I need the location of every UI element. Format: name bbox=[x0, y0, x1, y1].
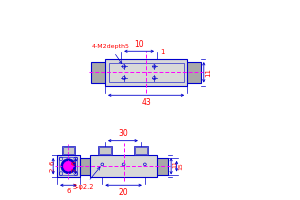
Text: 6: 6 bbox=[66, 188, 70, 194]
Bar bbox=[156, 158, 168, 175]
Text: 30: 30 bbox=[118, 129, 128, 138]
Bar bbox=[109, 63, 184, 82]
Bar bbox=[98, 146, 112, 155]
Bar bbox=[186, 62, 201, 83]
Text: 6: 6 bbox=[72, 161, 78, 165]
Text: 4-M2depth5: 4-M2depth5 bbox=[91, 44, 129, 64]
Text: 1: 1 bbox=[160, 49, 164, 55]
Text: 15: 15 bbox=[178, 162, 183, 170]
Bar bbox=[59, 157, 77, 175]
Bar bbox=[105, 59, 187, 86]
Text: 3-φ2.2: 3-φ2.2 bbox=[73, 167, 100, 190]
Circle shape bbox=[61, 159, 76, 174]
Text: 43: 43 bbox=[141, 98, 151, 107]
Circle shape bbox=[63, 161, 73, 171]
Bar bbox=[134, 146, 148, 155]
Bar bbox=[90, 155, 157, 177]
Text: 11: 11 bbox=[172, 160, 178, 168]
Bar bbox=[57, 155, 80, 177]
Bar bbox=[99, 147, 111, 154]
Text: 11: 11 bbox=[206, 68, 212, 77]
Text: 10: 10 bbox=[134, 40, 144, 49]
Text: 6: 6 bbox=[49, 161, 55, 165]
Text: 2: 2 bbox=[49, 167, 55, 172]
Bar bbox=[91, 62, 106, 83]
Bar bbox=[135, 147, 147, 154]
Bar bbox=[62, 146, 75, 155]
Bar bbox=[80, 158, 91, 175]
Text: 2: 2 bbox=[72, 167, 78, 172]
Text: 20: 20 bbox=[119, 188, 128, 197]
Bar bbox=[63, 147, 74, 154]
